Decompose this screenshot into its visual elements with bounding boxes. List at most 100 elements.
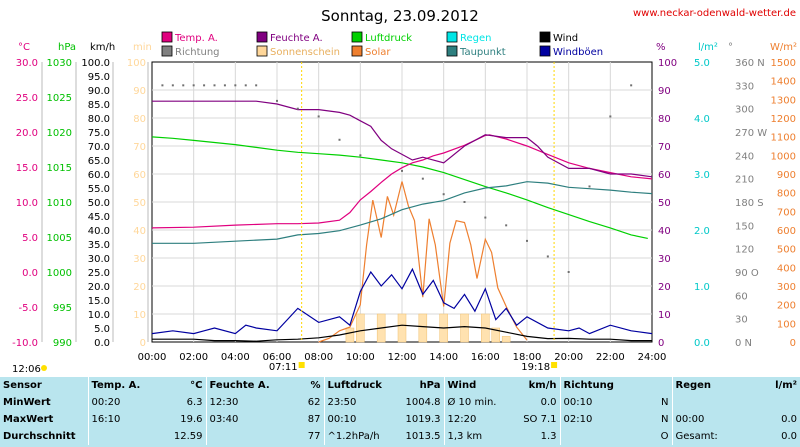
stats-cell: 0.0 — [781, 414, 797, 425]
legend-swatch — [446, 45, 458, 57]
y-tick-label: 210 — [735, 175, 754, 186]
legend-label: Windböen — [553, 47, 603, 58]
y-tick-label: 300 — [777, 282, 796, 293]
legend-swatch — [256, 31, 268, 43]
y-tick-label: 4.0 — [694, 114, 710, 125]
sunshine-bar — [356, 313, 365, 343]
y-tick-label: 1025 — [47, 93, 72, 104]
y-tick-label: 1100 — [771, 133, 796, 144]
legend-label: Taupunkt — [459, 47, 506, 58]
sunshine-bar — [491, 327, 500, 343]
legend: Temp. A. Feuchte A. Luftdruck Regen Wind Rich… — [161, 31, 603, 58]
y-tick-label: 90 — [133, 86, 146, 97]
sunshine-bar — [345, 327, 355, 343]
y-tick-label: 150 — [735, 221, 754, 232]
stats-cell: 00:00 — [671, 411, 738, 428]
direction-dot — [630, 84, 633, 87]
y-tick-label: 1400 — [771, 77, 796, 88]
stats-cell: 1004.8 — [405, 397, 441, 408]
direction-dot — [484, 216, 487, 219]
stats-h-druck: Luftdruck — [323, 377, 386, 394]
y-tick-label: 10 — [133, 310, 146, 321]
y-tick-label: 15.0 — [88, 296, 110, 307]
y-tick-label: 40 — [658, 226, 671, 237]
direction-dot — [296, 107, 299, 110]
legend-swatch — [351, 45, 363, 57]
y-tick-label: 3.0 — [694, 170, 710, 181]
y-tick-label: 990 — [53, 338, 72, 349]
stats-cell: 02:10 — [559, 411, 620, 428]
stats-h-richtung: Richtung — [559, 377, 620, 394]
y-tick-label: 30 — [658, 254, 671, 265]
y-tick-label: 1000 — [47, 268, 72, 279]
legend-label: Feuchte A. — [270, 33, 323, 44]
stats-cell: SO 7.1 — [523, 414, 557, 425]
series-line-wind — [152, 324, 652, 342]
direction-dot — [359, 154, 362, 157]
legend-swatch — [161, 45, 173, 57]
legend-label: Solar — [365, 47, 391, 58]
stats-cell: 1,3 km — [443, 428, 502, 445]
x-tick-label: 06:00 — [263, 352, 292, 363]
stats-cell: 00:10 — [323, 411, 386, 428]
stats-cell — [671, 394, 738, 411]
y-tick-label: 0 — [140, 338, 146, 349]
sunshine-bar — [418, 313, 428, 343]
stats-h-wind: Wind — [443, 377, 502, 394]
y-tick-label: 1000 — [771, 151, 796, 162]
stats-cell — [738, 394, 800, 411]
x-tick-label: 02:00 — [179, 352, 208, 363]
y-tick-label: 25.0 — [16, 93, 38, 104]
y-tick-label: 20.0 — [88, 282, 110, 293]
y-tick-label: 0 — [658, 338, 664, 349]
stats-cell: 12:30 — [205, 394, 270, 411]
y-tick-label: 85.0 — [88, 100, 110, 111]
direction-dot — [182, 84, 185, 87]
direction-dot — [317, 115, 320, 118]
legend-label: Temp. A. — [174, 33, 218, 44]
y-tick-label: 95.0 — [88, 72, 110, 83]
y-axes: 30.025.020.015.010.05.00.0-5.0-10.010301… — [12, 58, 796, 349]
stats-cell: 87 — [307, 414, 321, 425]
stats-cell: 1.3 — [540, 431, 557, 442]
y-tick-label: 5.0 — [22, 233, 38, 244]
y-tick-label: 50.0 — [88, 198, 110, 209]
stats-cell: Ø 10 min. — [443, 394, 502, 411]
y-tick-label: 240 — [735, 151, 754, 162]
direction-dot — [276, 99, 278, 102]
sun-marker — [551, 362, 558, 368]
y-tick-label: 90 — [658, 86, 671, 97]
stats-cell: 00:10 — [559, 394, 620, 411]
y-tick-label: 30 — [133, 254, 146, 265]
direction-dot — [223, 84, 226, 87]
legend-swatch — [539, 45, 551, 57]
stats-row-avg: Durchschnitt 12.59 77 ^1.2hPa/h 1013.5 1… — [0, 428, 800, 445]
stats-cell — [87, 428, 150, 445]
stats-cell: O — [660, 431, 669, 442]
y-tick-label: 10.0 — [88, 310, 110, 321]
y-tick-label: 1005 — [47, 233, 72, 244]
y-tick-label: 60.0 — [88, 170, 110, 181]
y-tick-label: 10.0 — [16, 198, 38, 209]
direction-dot — [203, 84, 206, 87]
stats-cell: ^1.2hPa/h — [323, 428, 386, 445]
stats-row-min: MinWert 00:20 6.3 12:30 62 23:50 1004.8 … — [0, 394, 800, 411]
legend-swatch — [539, 31, 551, 43]
y-tick-label: 10 — [658, 310, 671, 321]
stats-panel: Sensor Temp. A. °C Feuchte A. % Luftdruc… — [0, 377, 800, 447]
direction-dot — [234, 84, 237, 87]
y-tick-label: 100 — [127, 58, 146, 69]
y-tick-label: 30.0 — [88, 254, 110, 265]
stats-h-regen: Regen — [671, 377, 738, 394]
x-tick-label: 20:00 — [554, 352, 583, 363]
y-tick-label: 60 — [133, 170, 146, 181]
y-tick-label: 0 — [790, 338, 796, 349]
y-tick-label: 80 — [658, 114, 671, 125]
site-link[interactable]: www.neckar-odenwald-wetter.de — [633, 8, 796, 19]
stats-h-feuchte-unit: % — [310, 380, 321, 391]
series-line-taupunkt — [152, 181, 653, 244]
series-line-windb-en — [151, 267, 653, 335]
y-tick-label: 65.0 — [88, 156, 110, 167]
stats-row-label: MinWert — [3, 397, 51, 408]
x-tick-label: 14:00 — [429, 352, 458, 363]
